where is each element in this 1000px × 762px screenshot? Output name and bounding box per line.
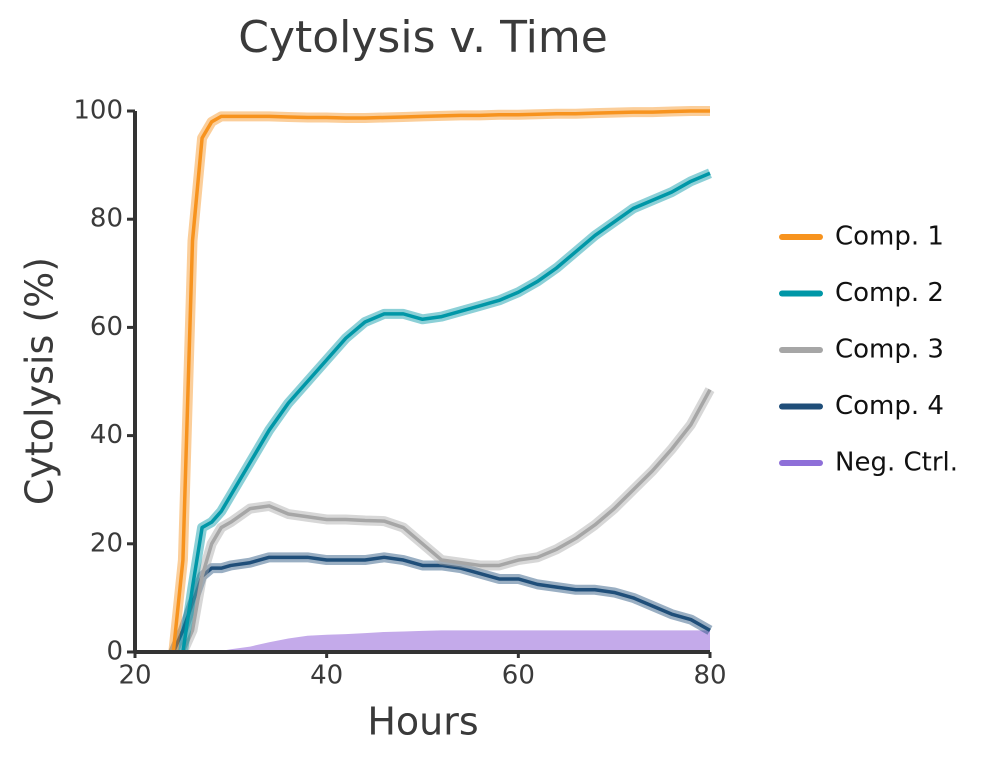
x-tick-label: 80: [693, 661, 726, 691]
line: [171, 109, 710, 653]
y-tick-label: 100: [73, 96, 123, 126]
line-band: [168, 106, 710, 653]
area: [173, 630, 711, 652]
x-tick-label: 20: [118, 661, 151, 691]
legend-label: Comp. 3: [835, 335, 944, 365]
chart-title: Cytolysis v. Time: [238, 12, 608, 63]
y-tick-label: 80: [90, 204, 123, 234]
legend-label: Neg. Ctrl.: [835, 448, 958, 478]
line: [181, 388, 712, 653]
legend-label: Comp. 4: [835, 391, 944, 421]
y-tick-label: 20: [90, 528, 123, 558]
x-tick-label: 40: [310, 661, 343, 691]
x-axis-label: Hours: [367, 700, 478, 744]
y-tick-label: 40: [90, 420, 123, 450]
legend-label: Comp. 2: [835, 278, 944, 308]
legend-label: Comp. 1: [835, 222, 944, 252]
y-axis-label: Cytolysis (%): [18, 257, 62, 505]
line-band: [177, 168, 712, 653]
x-tick-label: 60: [502, 661, 535, 691]
y-tick-label: 60: [90, 312, 123, 342]
y-tick-label: 0: [106, 637, 123, 667]
line-band: [178, 387, 715, 655]
line: [181, 171, 711, 653]
line: [171, 555, 711, 653]
